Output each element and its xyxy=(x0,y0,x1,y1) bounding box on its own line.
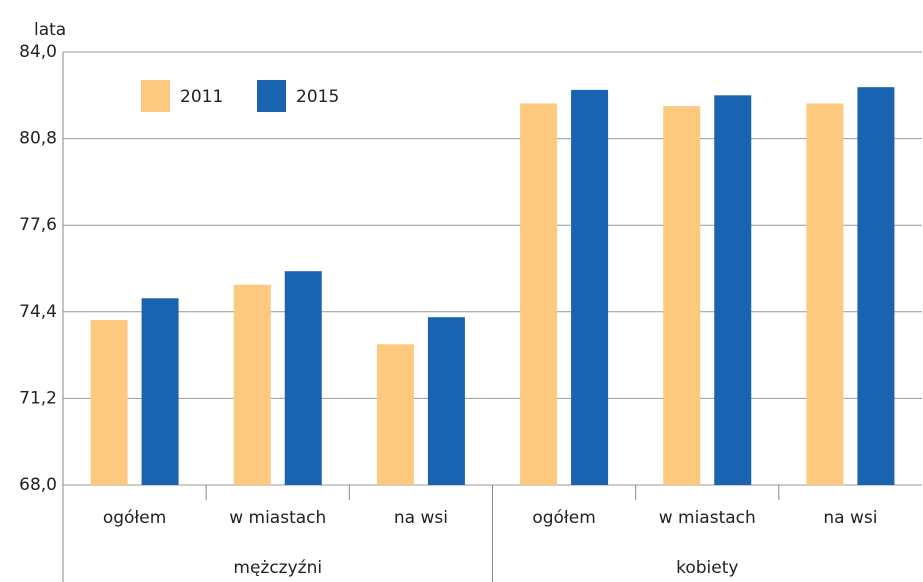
bar xyxy=(427,317,465,485)
y-tick-label: 74,4 xyxy=(19,302,57,322)
y-tick-label: 80,8 xyxy=(19,129,57,149)
x-tick-label: na wsi xyxy=(394,508,448,528)
group-label: kobiety xyxy=(676,558,738,578)
bar xyxy=(141,298,179,485)
group-label: mężczyźni xyxy=(233,558,322,578)
legend-label: 2011 xyxy=(180,87,223,107)
x-tick-label: ogółem xyxy=(103,508,166,528)
legend-swatch xyxy=(257,80,286,112)
x-tick-label: na wsi xyxy=(823,508,877,528)
bar xyxy=(376,344,414,485)
y-tick-label: 68,0 xyxy=(19,475,57,495)
bar xyxy=(233,284,271,485)
bar xyxy=(284,271,322,485)
y-tick-label: 77,6 xyxy=(19,215,57,235)
x-tick-label: w miastach xyxy=(659,508,756,528)
bar xyxy=(857,87,895,486)
bar xyxy=(520,103,558,485)
bar xyxy=(571,89,609,485)
x-tick-label: w miastach xyxy=(229,508,326,528)
bar xyxy=(714,95,752,486)
bar xyxy=(806,103,844,485)
y-tick-label: 71,2 xyxy=(19,388,57,408)
x-tick-label: ogółem xyxy=(532,508,595,528)
y-axis-label: lata xyxy=(34,20,66,40)
bar xyxy=(90,319,128,485)
legend-swatch xyxy=(141,80,170,112)
legend-label: 2015 xyxy=(296,87,339,107)
y-tick-label: 84,0 xyxy=(19,42,57,62)
bar xyxy=(663,106,701,485)
